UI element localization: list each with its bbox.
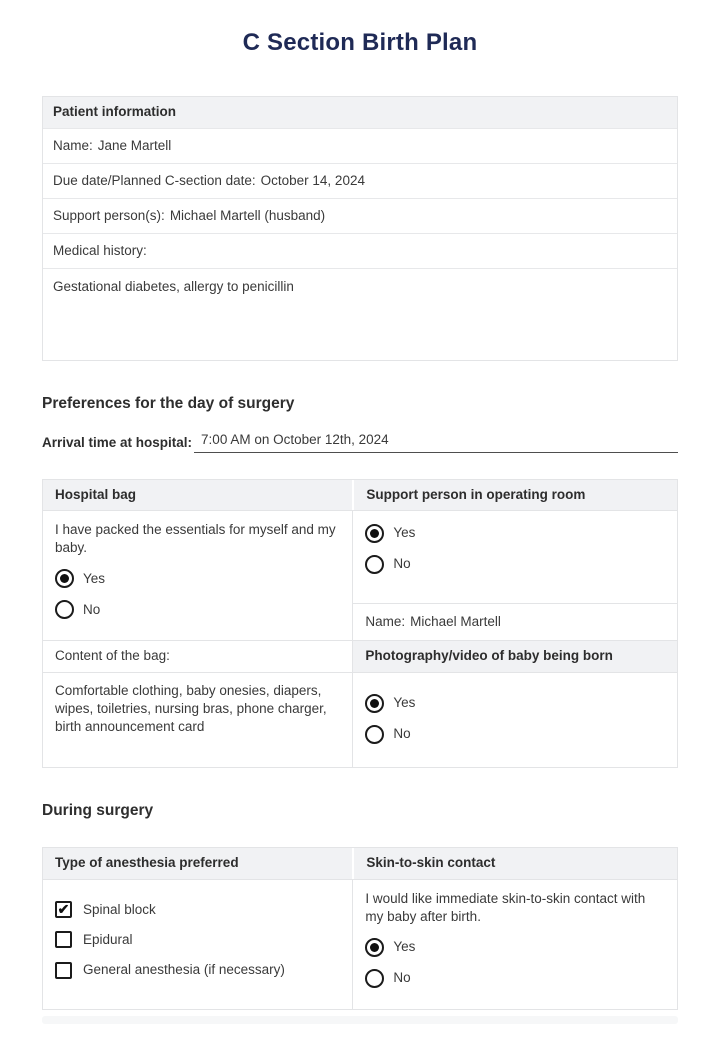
radio-selected-icon[interactable] [365, 523, 385, 543]
photography-header: Photography/video of baby being born [352, 641, 677, 672]
surgery-day-table: Hospital bag Support person in operating… [42, 478, 678, 768]
radio-option-no[interactable]: No [365, 724, 665, 744]
option-label: Yes [393, 939, 416, 955]
checkbox-option-spinal-block[interactable]: Spinal block [55, 901, 340, 919]
option-label: Yes [393, 525, 416, 541]
checkbox-unselected-icon[interactable] [55, 961, 72, 979]
radio-option-no[interactable]: No [55, 600, 340, 620]
during-surgery-heading: During surgery [42, 801, 154, 819]
table-body-row: Comfortable clothing, baby onesies, diap… [43, 671, 677, 767]
anesthesia-header: Type of anesthesia preferred [43, 848, 353, 879]
anesthesia-options: Spinal block Epidural General anesthesia (… [55, 901, 340, 980]
medical-history-textarea[interactable]: Gestational diabetes, allergy to penicil… [43, 268, 677, 360]
due-date-value[interactable]: October 14, 2024 [260, 172, 365, 188]
option-label: General anesthesia (if necessary) [83, 962, 285, 978]
field-label: Support person(s): [53, 208, 165, 224]
checkbox-unselected-icon[interactable] [55, 931, 72, 949]
photography-options: Yes No [365, 693, 665, 744]
option-label: No [83, 601, 101, 617]
option-label: Epidural [83, 931, 133, 947]
patient-information-table: Patient information Name: Jane Martell Du… [42, 96, 678, 362]
skin-to-skin-header: Skin-to-skin contact [352, 848, 677, 879]
option-label: Yes [393, 694, 416, 710]
bag-content-text[interactable]: Comfortable clothing, baby onesies, diap… [55, 682, 327, 734]
due-date-row: Due date/Planned C-section date: October … [43, 162, 677, 198]
support-person-row: Support person(s): Michael Martell (husba… [43, 198, 677, 233]
document-title: C Section Birth Plan [242, 29, 478, 56]
radio-option-yes[interactable]: Yes [365, 938, 665, 958]
skin-to-skin-options: Yes No [365, 938, 665, 989]
skin-to-skin-question: I would like immediate skin-to-skin cont… [365, 890, 646, 924]
option-label: Spinal block [83, 901, 156, 917]
hospital-bag-options: Yes No [55, 569, 340, 620]
hospital-bag-cell: I have packed the essentials for myself … [43, 511, 352, 640]
radio-selected-icon[interactable] [365, 938, 385, 958]
arrival-time-row: Arrival time at hospital: 7:00 AM on Oct… [42, 431, 678, 453]
bag-content-label: Content of the bag: [55, 648, 170, 664]
checkbox-option-general-anesthesia-if-necessary[interactable]: General anesthesia (if necessary) [55, 961, 340, 979]
arrival-time-field[interactable]: 7:00 AM on October 12th, 2024 [194, 431, 678, 453]
radio-unselected-icon[interactable] [365, 969, 385, 989]
radio-unselected-icon[interactable] [55, 600, 74, 620]
support-person-value[interactable]: Michael Martell (husband) [169, 208, 326, 224]
option-label: No [393, 556, 411, 572]
support-person-name-value[interactable]: Michael Martell [410, 614, 501, 630]
support-person-options: Yes No [353, 511, 677, 603]
support-person-name-row: Name: Michael Martell [353, 603, 677, 640]
option-label: No [393, 725, 411, 741]
radio-unselected-icon[interactable] [365, 724, 385, 744]
patient-name-row: Name: Jane Martell [43, 127, 677, 163]
field-label: Due date/Planned C-section date: [53, 172, 256, 188]
radio-option-yes[interactable]: Yes [365, 693, 665, 713]
option-label: Yes [83, 570, 106, 586]
table-header-row: Hospital bag Support person in operating… [43, 479, 677, 510]
support-person-or-header: Support person in operating room [352, 479, 677, 510]
support-person-or-cell: Yes No Name: Michael Martell [352, 510, 677, 641]
photography-cell: Yes No [352, 672, 677, 767]
radio-option-yes[interactable]: Yes [365, 523, 665, 543]
hospital-bag-header: Hospital bag [43, 479, 353, 510]
radio-option-no[interactable]: No [365, 554, 665, 574]
radio-option-no[interactable]: No [365, 969, 665, 989]
radio-selected-icon[interactable] [55, 569, 74, 589]
skin-to-skin-cell: I would like immediate skin-to-skin cont… [352, 879, 677, 1010]
anesthesia-cell: Spinal block Epidural General anesthesia (… [43, 880, 352, 1009]
checkbox-selected-icon[interactable] [55, 901, 72, 919]
table-sublabel-row: Content of the bag: Photography/video of… [43, 640, 677, 672]
field-label: Name: [365, 614, 406, 630]
radio-selected-icon[interactable] [365, 693, 385, 713]
table-body-row: Spinal block Epidural General anesthesia (… [43, 878, 677, 1010]
radio-unselected-icon[interactable] [365, 554, 385, 574]
arrival-time-label: Arrival time at hospital: [42, 435, 193, 451]
option-label: No [393, 970, 411, 986]
medical-history-label-row: Medical history: [43, 233, 677, 268]
table-body-row: I have packed the essentials for myself … [43, 509, 677, 641]
patient-information-header: Patient information [43, 97, 677, 128]
during-surgery-table: Type of anesthesia preferred Skin-to-ski… [42, 847, 678, 1011]
table-header-row: Type of anesthesia preferred Skin-to-ski… [43, 848, 677, 879]
next-section-divider [42, 1016, 678, 1025]
radio-option-yes[interactable]: Yes [55, 569, 340, 589]
patient-name-value[interactable]: Jane Martell [97, 137, 172, 153]
hospital-bag-question: I have packed the essentials for myself … [55, 521, 336, 556]
preferences-heading: Preferences for the day of surgery [42, 395, 295, 413]
field-label: Medical history: [53, 243, 147, 259]
field-label: Name: [53, 137, 93, 153]
checkbox-option-epidural[interactable]: Epidural [55, 931, 340, 949]
